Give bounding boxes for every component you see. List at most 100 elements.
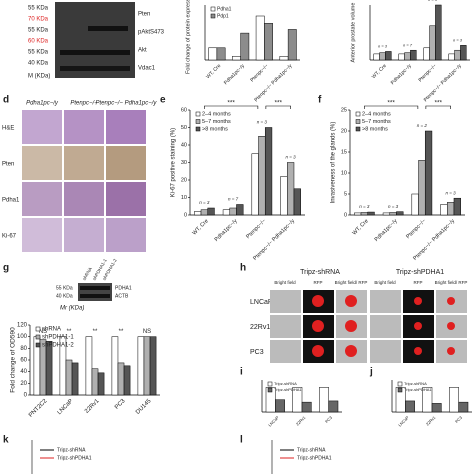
bar (405, 400, 415, 413)
bar (435, 4, 442, 61)
bar (275, 399, 285, 413)
blot-image (78, 283, 112, 301)
bar (229, 207, 237, 216)
legend-label: shPDHA1-2 (42, 343, 74, 349)
legend-label: 2–4 months (202, 111, 231, 117)
legend-swatch (355, 119, 361, 124)
histology-image (106, 182, 146, 216)
significance-label: NS (39, 329, 47, 335)
significance-bracket (265, 105, 291, 109)
column-header: Bright field/ RFP (335, 280, 368, 285)
legend-label: Tripz-shPDHA1 (57, 455, 92, 461)
histology-image (106, 146, 146, 180)
significance-label: ** (93, 329, 98, 335)
rfp-signal (345, 345, 357, 357)
histology-image (22, 146, 62, 180)
bar (222, 209, 231, 216)
bar (200, 209, 208, 216)
bar (208, 47, 218, 61)
column-header: Bright field (374, 280, 396, 285)
n-label: n = 7 (403, 42, 413, 47)
bar (354, 212, 362, 216)
bar (328, 400, 339, 413)
row-label: PC3 (250, 349, 264, 356)
bar (85, 336, 93, 396)
legend-label: Tripz-shPDHA1 (404, 387, 432, 392)
panel-letter: i (240, 367, 243, 378)
rfp-signal (447, 322, 455, 330)
bar (418, 160, 426, 216)
x-tick-label: PC3 (454, 414, 464, 424)
bar (287, 29, 297, 61)
legend-label: Pdp1 (217, 13, 229, 19)
histology-image (64, 146, 104, 180)
bar (264, 127, 273, 216)
bar (454, 49, 461, 61)
significance-label: ** (67, 329, 72, 335)
rfp-signal (447, 347, 455, 355)
group-label: Tripz-shPDHA1 (396, 269, 444, 276)
y-tick-label: 5 (344, 191, 347, 197)
significance-bracket (364, 105, 419, 109)
significance-label: *** (387, 100, 395, 107)
legend-swatch (195, 111, 201, 117)
legend-label: Tripz-shRNA (297, 447, 326, 453)
y-tick-label: 20 (341, 128, 347, 134)
row-label: Pdha1 (2, 198, 20, 204)
legend-swatch (35, 342, 41, 348)
legend-label: Tripz-shRNA (274, 381, 297, 386)
bar (411, 193, 419, 216)
y-tick-label: 60 (181, 107, 187, 113)
bar (398, 53, 405, 61)
bar (251, 153, 259, 216)
rfp-signal (345, 320, 357, 332)
column-header: Ptenpc−/− (70, 101, 98, 107)
n-label: n = 3 (428, 0, 438, 2)
row-label: 22Rv1 (250, 324, 270, 331)
y-tick-label: 40 (181, 142, 187, 148)
y-tick-label: 20 (181, 177, 187, 183)
bar (404, 52, 411, 61)
bar (385, 51, 392, 61)
blot-band (88, 26, 128, 31)
cell-image (270, 290, 301, 313)
protein-label: pAktS473 (138, 30, 165, 36)
legend-swatch (355, 126, 361, 132)
rfp-signal (312, 345, 324, 357)
marker-label: 40 KDa (28, 61, 49, 67)
protein-label: Vdac1 (138, 66, 156, 72)
y-tick-label: 0 (184, 212, 187, 218)
significance-label: NS (143, 329, 151, 335)
y-tick-label: 80 (20, 346, 27, 352)
histology-image (22, 182, 62, 216)
lane-label: shRNA (82, 266, 93, 281)
bar (431, 403, 442, 413)
y-tick-label: 120 (17, 323, 28, 329)
legend-swatch (195, 126, 201, 132)
y-tick-label: 60 (20, 358, 27, 364)
bar (447, 202, 455, 216)
row-label: Ki-67 (2, 234, 17, 240)
cell-image (370, 315, 401, 338)
panel-letter: e (160, 95, 166, 106)
blot-band (60, 66, 130, 71)
rfp-signal (312, 295, 324, 307)
blot-band (60, 50, 130, 55)
y-axis-label: Fold change of OD590 (10, 327, 17, 393)
bar (232, 56, 241, 61)
n-label: n = 3 (388, 204, 399, 209)
cell-image (270, 315, 301, 338)
blot-band (80, 286, 110, 290)
bar (236, 204, 244, 216)
y-axis-label: Invasiveness of the glands (%) (331, 122, 337, 204)
n-label: n = 3 (199, 200, 210, 205)
legend-label: Pdha1 (217, 6, 232, 12)
n-label: n = 2 (417, 123, 428, 128)
histology-image (64, 218, 104, 252)
bar (216, 47, 226, 61)
bar (360, 212, 368, 216)
rfp-signal (345, 295, 357, 307)
row-label: LNCaP (250, 299, 273, 306)
y-tick-label: 15 (341, 149, 347, 155)
